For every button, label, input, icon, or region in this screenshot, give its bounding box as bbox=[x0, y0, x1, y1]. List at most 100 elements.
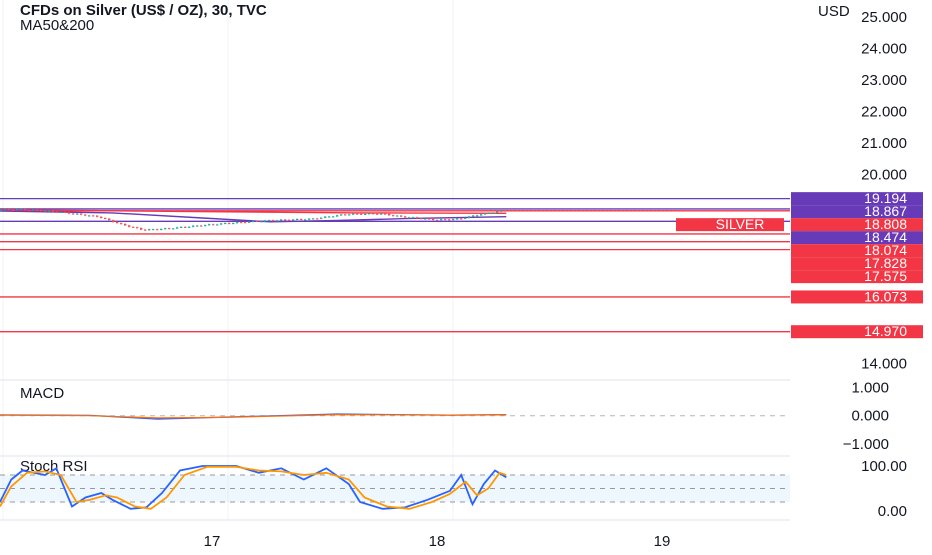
time-tick-label: 17 bbox=[204, 533, 221, 550]
grid-lines bbox=[2, 0, 454, 520]
time-axis: 17 18 19 bbox=[204, 533, 671, 550]
candle-body bbox=[340, 214, 343, 216]
candle-body bbox=[104, 218, 107, 220]
candle-body bbox=[80, 213, 83, 215]
candle-body bbox=[332, 216, 335, 218]
candle-body bbox=[492, 212, 495, 214]
candle-body bbox=[480, 214, 483, 216]
candle-body bbox=[56, 211, 59, 213]
candle-body bbox=[344, 214, 347, 216]
indicator-label: MA50&200 bbox=[20, 17, 95, 34]
candle-body bbox=[88, 215, 91, 217]
price-tick-label: 20.000 bbox=[861, 166, 907, 183]
candle-body bbox=[504, 210, 507, 212]
candle-body bbox=[364, 213, 367, 215]
stoch-tick-label: 100.00 bbox=[861, 458, 907, 475]
symbol-tag-label: SILVER bbox=[716, 216, 765, 232]
candle-body bbox=[428, 218, 431, 220]
macd-series-line bbox=[0, 413, 507, 419]
candle-body bbox=[360, 213, 363, 215]
candle-body bbox=[300, 219, 303, 221]
chart-title: CFDs on Silver (US$ / OZ), 30, TVC bbox=[20, 2, 267, 19]
candle-body bbox=[412, 217, 415, 219]
candle-body bbox=[284, 219, 287, 221]
price-tick-label: 21.000 bbox=[861, 135, 907, 152]
candle-body bbox=[32, 209, 35, 211]
candle-body bbox=[420, 218, 423, 220]
candle-body bbox=[200, 225, 203, 227]
candle-body bbox=[264, 220, 267, 222]
candle-body bbox=[472, 215, 475, 217]
candle-body bbox=[252, 221, 255, 223]
candle-body bbox=[376, 213, 379, 215]
candle-body bbox=[68, 212, 71, 214]
candle-body bbox=[384, 213, 387, 215]
candle-body bbox=[28, 210, 31, 212]
macd-tick-label: −1.000 bbox=[843, 436, 889, 453]
candle-body bbox=[112, 220, 115, 223]
candle-body bbox=[128, 225, 131, 227]
candle-body bbox=[84, 214, 87, 216]
candle-body bbox=[140, 227, 143, 230]
candle-body bbox=[4, 209, 7, 211]
candle-body bbox=[348, 214, 351, 216]
candle-body bbox=[496, 211, 499, 213]
candle-body bbox=[328, 216, 331, 218]
candle-body bbox=[188, 226, 191, 228]
candle-body bbox=[184, 226, 187, 228]
price-tick-label: 22.000 bbox=[861, 103, 907, 120]
candle-body bbox=[304, 219, 307, 221]
candle-body bbox=[396, 215, 399, 217]
candle-body bbox=[440, 219, 443, 221]
macd-tick-label: 1.000 bbox=[851, 380, 889, 397]
price-level-label-box bbox=[791, 257, 923, 271]
candle-body bbox=[132, 226, 135, 228]
symbol-tag-box bbox=[676, 218, 784, 232]
candle-body bbox=[436, 219, 439, 221]
candle-body bbox=[64, 211, 67, 213]
candle-body bbox=[116, 222, 119, 224]
candle-body bbox=[448, 219, 451, 221]
candle-body bbox=[208, 224, 211, 226]
candle-body bbox=[352, 213, 355, 215]
candle-body bbox=[204, 225, 207, 227]
macd-title: MACD bbox=[20, 385, 64, 402]
candle-body bbox=[276, 220, 279, 222]
price-level-label: 18.474 bbox=[864, 229, 907, 245]
price-level-label-box bbox=[791, 192, 923, 206]
candle-body bbox=[144, 229, 147, 231]
candle-body bbox=[40, 210, 43, 212]
candle-body bbox=[124, 223, 127, 226]
price-level-label: 14.970 bbox=[864, 323, 907, 339]
candles bbox=[0, 208, 507, 231]
candle-body bbox=[36, 209, 39, 211]
candle-body bbox=[408, 217, 411, 219]
candle-body bbox=[320, 217, 323, 219]
candle-body bbox=[92, 215, 95, 217]
candle-body bbox=[292, 219, 295, 221]
candle-body bbox=[20, 209, 23, 211]
price-level-label: 17.828 bbox=[864, 255, 907, 271]
candle-body bbox=[108, 218, 111, 221]
candle-body bbox=[456, 218, 459, 220]
price-level-label: 18.867 bbox=[864, 203, 907, 219]
price-tick-label: 23.000 bbox=[861, 72, 907, 89]
candle-body bbox=[400, 215, 403, 217]
candle-body bbox=[72, 213, 75, 215]
candle-body bbox=[324, 216, 327, 218]
candle-body bbox=[8, 209, 11, 211]
candle-body bbox=[24, 209, 27, 211]
stoch-tick-label: 0.00 bbox=[878, 503, 907, 520]
candle-body bbox=[280, 219, 283, 221]
candle-body bbox=[212, 224, 215, 226]
candle-body bbox=[152, 229, 155, 231]
candle-body bbox=[240, 222, 243, 224]
moving-averages bbox=[0, 209, 507, 223]
candle-body bbox=[216, 224, 219, 226]
price-level-label-box bbox=[791, 244, 923, 258]
ma-line bbox=[0, 209, 507, 214]
candle-body bbox=[380, 213, 383, 215]
